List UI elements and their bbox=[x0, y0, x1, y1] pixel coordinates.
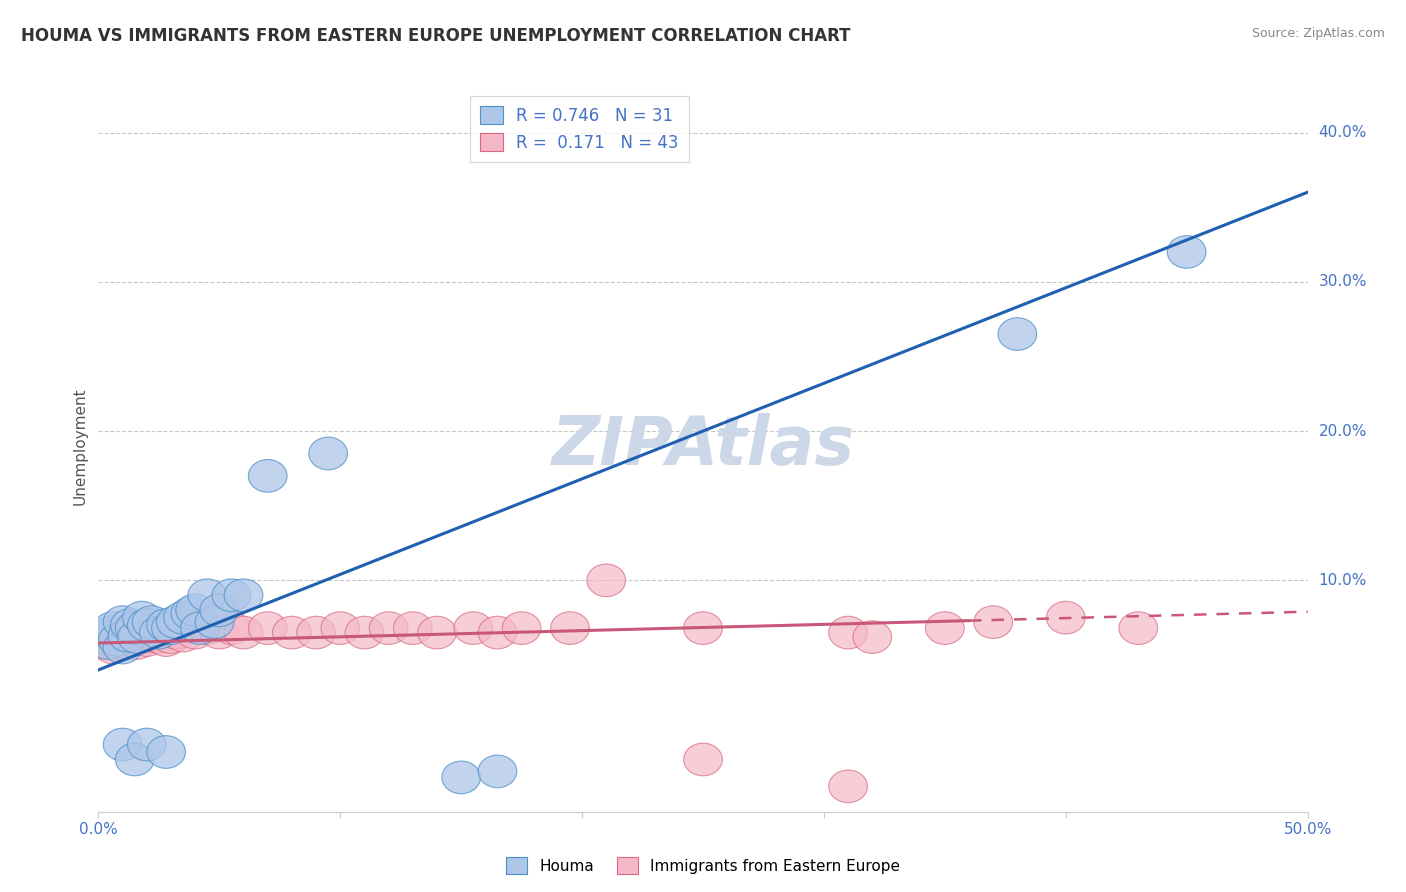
Ellipse shape bbox=[98, 624, 138, 657]
Ellipse shape bbox=[370, 612, 408, 644]
Ellipse shape bbox=[139, 621, 179, 654]
Ellipse shape bbox=[321, 612, 360, 644]
Ellipse shape bbox=[188, 612, 226, 644]
Ellipse shape bbox=[586, 564, 626, 597]
Ellipse shape bbox=[103, 632, 142, 664]
Text: Source: ZipAtlas.com: Source: ZipAtlas.com bbox=[1251, 27, 1385, 40]
Ellipse shape bbox=[925, 612, 965, 644]
Ellipse shape bbox=[84, 627, 122, 659]
Ellipse shape bbox=[212, 612, 250, 644]
Ellipse shape bbox=[273, 616, 311, 648]
Ellipse shape bbox=[103, 621, 142, 654]
Ellipse shape bbox=[441, 761, 481, 794]
Ellipse shape bbox=[297, 616, 336, 648]
Ellipse shape bbox=[998, 318, 1036, 351]
Ellipse shape bbox=[108, 627, 146, 659]
Ellipse shape bbox=[94, 612, 132, 644]
Ellipse shape bbox=[91, 616, 129, 648]
Ellipse shape bbox=[180, 612, 219, 644]
Ellipse shape bbox=[224, 616, 263, 648]
Ellipse shape bbox=[132, 606, 172, 639]
Ellipse shape bbox=[118, 621, 156, 654]
Ellipse shape bbox=[152, 621, 190, 654]
Ellipse shape bbox=[249, 459, 287, 492]
Ellipse shape bbox=[98, 627, 138, 659]
Ellipse shape bbox=[115, 612, 155, 644]
Ellipse shape bbox=[551, 612, 589, 644]
Text: 30.0%: 30.0% bbox=[1319, 275, 1367, 289]
Ellipse shape bbox=[212, 579, 250, 612]
Ellipse shape bbox=[344, 616, 384, 648]
Text: HOUMA VS IMMIGRANTS FROM EASTERN EUROPE UNEMPLOYMENT CORRELATION CHART: HOUMA VS IMMIGRANTS FROM EASTERN EUROPE … bbox=[21, 27, 851, 45]
Ellipse shape bbox=[200, 594, 239, 626]
Ellipse shape bbox=[128, 609, 166, 641]
Y-axis label: Unemployment: Unemployment bbox=[72, 387, 87, 505]
Ellipse shape bbox=[91, 621, 129, 654]
Ellipse shape bbox=[103, 728, 142, 761]
Ellipse shape bbox=[974, 606, 1012, 639]
Ellipse shape bbox=[200, 616, 239, 648]
Ellipse shape bbox=[128, 624, 166, 657]
Ellipse shape bbox=[89, 627, 128, 659]
Text: 40.0%: 40.0% bbox=[1319, 125, 1367, 140]
Ellipse shape bbox=[176, 616, 215, 648]
Ellipse shape bbox=[115, 743, 155, 776]
Ellipse shape bbox=[146, 609, 186, 641]
Ellipse shape bbox=[1167, 235, 1206, 268]
Ellipse shape bbox=[152, 612, 190, 644]
Ellipse shape bbox=[828, 616, 868, 648]
Ellipse shape bbox=[146, 624, 186, 657]
Ellipse shape bbox=[118, 627, 156, 659]
Ellipse shape bbox=[139, 616, 179, 648]
Ellipse shape bbox=[172, 597, 209, 630]
Ellipse shape bbox=[502, 612, 541, 644]
Ellipse shape bbox=[163, 601, 202, 634]
Ellipse shape bbox=[418, 616, 457, 648]
Legend: Houma, Immigrants from Eastern Europe: Houma, Immigrants from Eastern Europe bbox=[499, 851, 907, 880]
Ellipse shape bbox=[188, 579, 226, 612]
Ellipse shape bbox=[156, 616, 195, 648]
Ellipse shape bbox=[853, 621, 891, 654]
Ellipse shape bbox=[683, 743, 723, 776]
Ellipse shape bbox=[454, 612, 492, 644]
Ellipse shape bbox=[309, 437, 347, 470]
Legend: R = 0.746   N = 31, R =  0.171   N = 43: R = 0.746 N = 31, R = 0.171 N = 43 bbox=[470, 96, 689, 161]
Ellipse shape bbox=[132, 619, 172, 652]
Ellipse shape bbox=[84, 621, 122, 654]
Ellipse shape bbox=[249, 612, 287, 644]
Ellipse shape bbox=[1046, 601, 1085, 634]
Ellipse shape bbox=[96, 624, 135, 657]
Ellipse shape bbox=[94, 632, 132, 664]
Ellipse shape bbox=[122, 621, 162, 654]
Ellipse shape bbox=[195, 606, 233, 639]
Text: 10.0%: 10.0% bbox=[1319, 573, 1367, 588]
Ellipse shape bbox=[112, 624, 152, 657]
Ellipse shape bbox=[103, 606, 142, 639]
Ellipse shape bbox=[224, 579, 263, 612]
Ellipse shape bbox=[828, 770, 868, 803]
Ellipse shape bbox=[1119, 612, 1157, 644]
Ellipse shape bbox=[111, 609, 149, 641]
Ellipse shape bbox=[122, 601, 162, 634]
Ellipse shape bbox=[478, 616, 517, 648]
Text: 20.0%: 20.0% bbox=[1319, 424, 1367, 439]
Ellipse shape bbox=[146, 736, 186, 768]
Ellipse shape bbox=[128, 728, 166, 761]
Ellipse shape bbox=[478, 756, 517, 788]
Ellipse shape bbox=[89, 624, 128, 657]
Ellipse shape bbox=[176, 594, 215, 626]
Text: ZIPAtlas: ZIPAtlas bbox=[551, 413, 855, 479]
Ellipse shape bbox=[108, 619, 146, 652]
Ellipse shape bbox=[683, 612, 723, 644]
Ellipse shape bbox=[156, 606, 195, 639]
Ellipse shape bbox=[394, 612, 432, 644]
Ellipse shape bbox=[163, 619, 202, 652]
